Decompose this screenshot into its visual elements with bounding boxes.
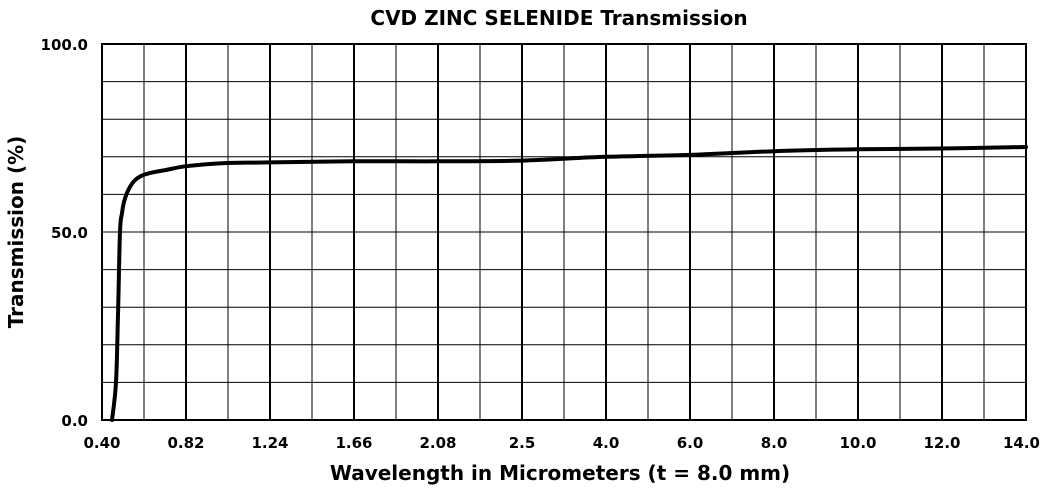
x-tick-label: 4.0 — [593, 434, 620, 452]
x-tick-label: 1.66 — [335, 434, 372, 452]
x-tick-label: 2.5 — [509, 434, 536, 452]
x-tick-label: 10.0 — [839, 434, 876, 452]
x-tick-label: 1.24 — [251, 434, 288, 452]
x-tick-label: 2.08 — [419, 434, 456, 452]
plot-frame — [101, 43, 1027, 421]
x-tick-label: 0.82 — [167, 434, 204, 452]
x-tick-label: 14.0 — [1003, 434, 1040, 452]
grid — [101, 43, 1027, 421]
y-tick-label: 0.0 — [61, 412, 88, 430]
series-group — [110, 145, 1028, 422]
x-tick-label: 0.40 — [83, 434, 120, 452]
x-tick-label: 8.0 — [761, 434, 788, 452]
y-tick-label: 100.0 — [41, 36, 88, 54]
y-axis-label: Transmission (%) — [4, 136, 28, 329]
x-tick-label: 6.0 — [677, 434, 704, 452]
chart-title: CVD ZINC SELENIDE Transmission — [370, 6, 747, 30]
y-tick-label: 50.0 — [51, 224, 88, 242]
transmission-series-line — [110, 145, 1028, 422]
x-axis-ticks: 0.40 0.82 1.24 1.66 2.08 2.5 4.0 6.0 8.0 10.0 12.0… — [83, 434, 1040, 452]
y-axis-ticks: 0.0 50.0 100.0 — [41, 36, 88, 430]
x-axis-label: Wavelength in Micrometers (t = 8.0 mm) — [330, 461, 790, 485]
x-tick-label: 12.0 — [923, 434, 960, 452]
